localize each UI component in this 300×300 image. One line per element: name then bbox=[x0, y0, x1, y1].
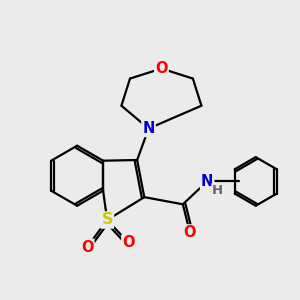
Text: O: O bbox=[184, 225, 196, 240]
Text: H: H bbox=[212, 184, 223, 196]
Text: O: O bbox=[122, 236, 135, 250]
Text: S: S bbox=[101, 212, 113, 227]
Text: O: O bbox=[155, 61, 168, 76]
Text: N: N bbox=[142, 121, 155, 136]
Text: N: N bbox=[201, 174, 213, 189]
Text: O: O bbox=[81, 240, 93, 255]
